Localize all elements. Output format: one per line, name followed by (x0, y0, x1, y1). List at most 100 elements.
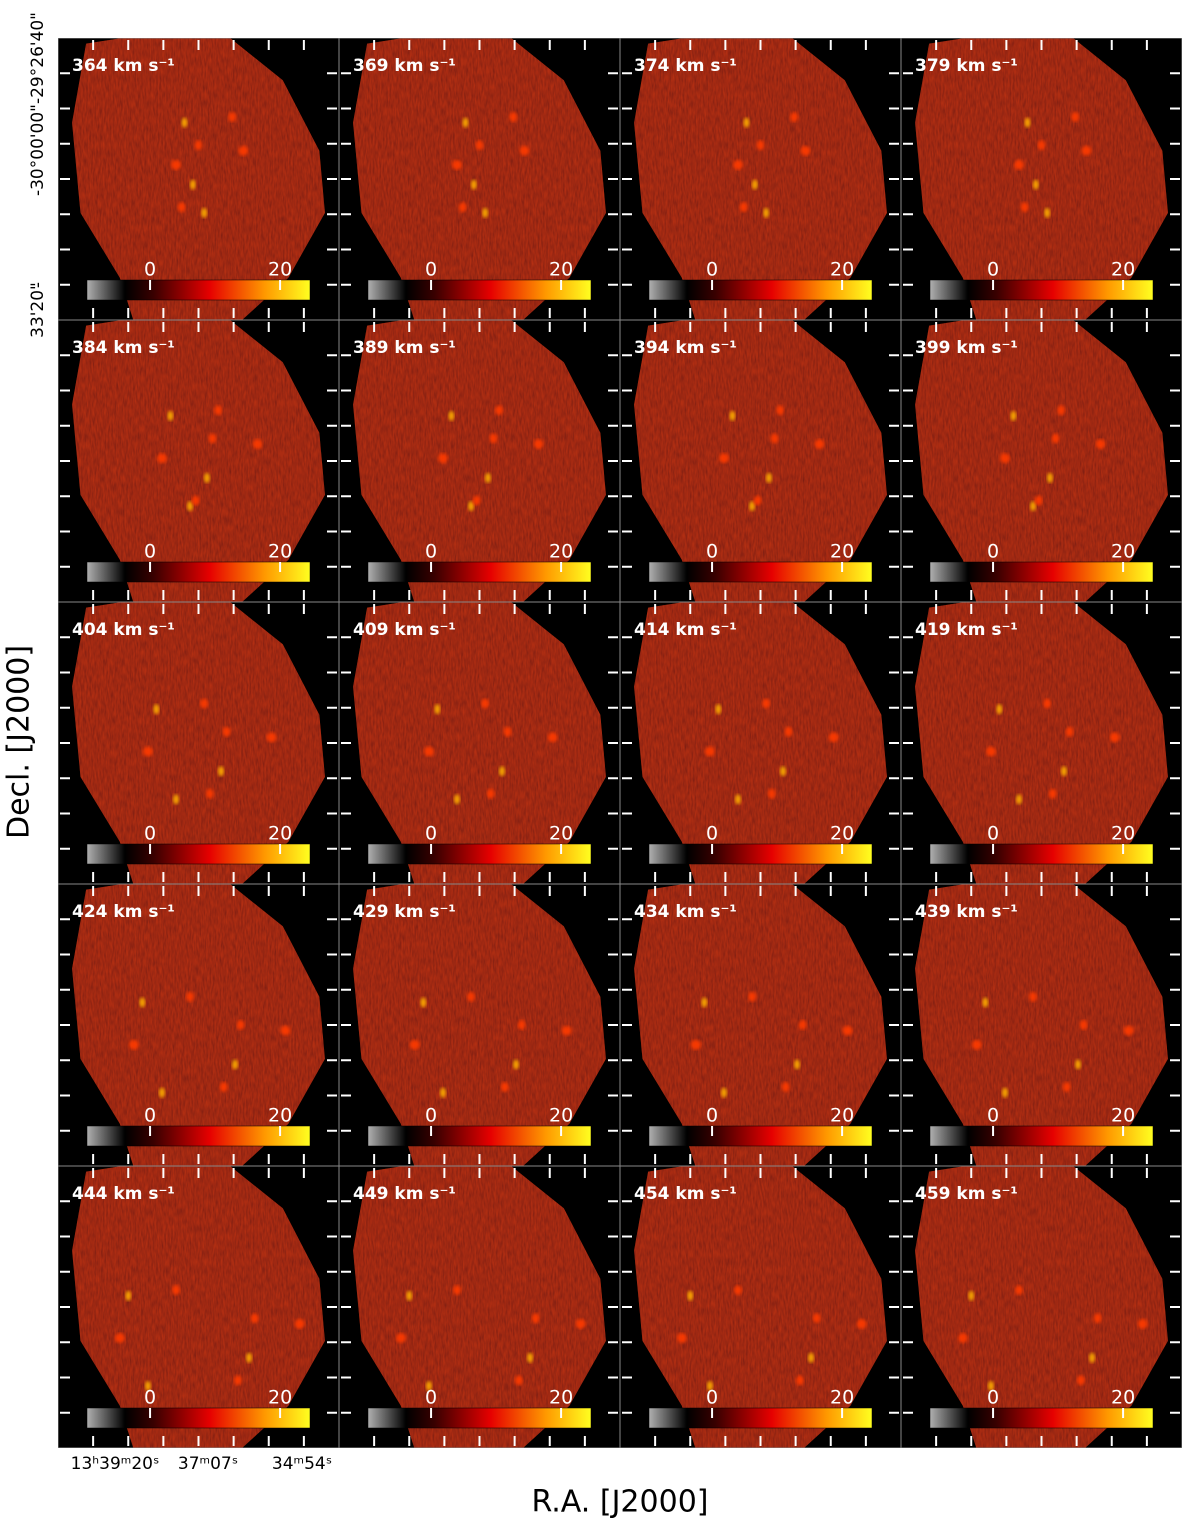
emission-feature (448, 410, 455, 421)
emission-feature (779, 766, 786, 777)
emission-feature (187, 501, 194, 512)
velocity-label: 434 km s⁻¹ (634, 902, 737, 922)
colorbar-tick-label: 20 (1111, 259, 1135, 281)
emission-feature (733, 159, 744, 170)
colorbar-tick-label: 0 (987, 1387, 999, 1409)
colorbar-tick-label: 20 (1111, 1387, 1135, 1409)
emission-feature (233, 1375, 242, 1386)
y-tick-label: -29°26'40" (28, 12, 48, 104)
emission-feature (1062, 1082, 1071, 1093)
colorbar-tick-label: 0 (706, 1387, 718, 1409)
emission-feature (434, 704, 441, 715)
colorbar-tick-label: 0 (425, 1387, 437, 1409)
emission-feature (1001, 1087, 1008, 1098)
emission-noise (915, 320, 1168, 602)
emission-feature (177, 202, 186, 213)
emission-feature (191, 495, 200, 506)
emission-noise (915, 38, 1168, 320)
emission-feature (795, 1375, 804, 1386)
emission-feature (205, 788, 214, 799)
emission-feature (533, 439, 544, 450)
emission-feature (189, 179, 196, 190)
emission-feature (828, 732, 839, 743)
colorbar-tick-label: 20 (830, 1387, 854, 1409)
colorbar-tick-label: 20 (268, 1387, 292, 1409)
emission-feature (484, 472, 491, 483)
emission-feature (200, 698, 209, 709)
emission-noise (72, 320, 325, 602)
emission-feature (812, 1313, 821, 1324)
emission-feature (765, 472, 772, 483)
velocity-label: 394 km s⁻¹ (634, 338, 737, 358)
colorbar-tick-label: 20 (268, 1105, 292, 1127)
emission-feature (153, 704, 160, 715)
colorbar-tick-label: 20 (1111, 541, 1135, 563)
emission-feature (1037, 140, 1046, 151)
emission-noise (634, 1166, 887, 1448)
emission-feature (467, 991, 476, 1002)
colorbar-tick-label: 0 (706, 1105, 718, 1127)
velocity-label: 424 km s⁻¹ (72, 902, 175, 922)
y-tick-label: 33'20" (28, 282, 48, 338)
emission-feature (781, 1082, 790, 1093)
emission-feature (395, 1333, 406, 1344)
emission-feature (575, 1318, 586, 1329)
panel: 434 km s⁻¹ 0 20 (620, 884, 901, 1166)
colorbar (367, 279, 592, 301)
emission-feature (452, 159, 463, 170)
velocity-label: 454 km s⁻¹ (634, 1184, 737, 1204)
panel: 429 km s⁻¹ 0 20 (339, 884, 620, 1166)
emission-feature (814, 439, 825, 450)
emission-feature (458, 202, 467, 213)
emission-feature (495, 405, 504, 416)
emission-feature (1051, 433, 1060, 444)
colorbar (86, 279, 311, 301)
emission-noise (915, 1166, 1168, 1448)
panel: 379 km s⁻¹ 0 20 (901, 38, 1182, 320)
x-axis-title: R.A. [J2000] (532, 1485, 709, 1520)
colorbar (929, 279, 1154, 301)
emission-feature (142, 746, 153, 757)
colorbar-tick-label: 20 (549, 1387, 573, 1409)
velocity-label: 439 km s⁻¹ (915, 902, 1018, 922)
emission-noise (915, 884, 1168, 1166)
emission-feature (472, 495, 481, 506)
emission-feature (1093, 1313, 1102, 1324)
emission-feature (114, 1333, 125, 1344)
emission-feature (739, 202, 748, 213)
colorbar (86, 1125, 311, 1147)
colorbar-tick-label: 20 (549, 1105, 573, 1127)
emission-feature (144, 1380, 151, 1391)
emission-feature (1137, 1318, 1148, 1329)
velocity-label: 374 km s⁻¹ (634, 56, 737, 76)
emission-feature (1016, 794, 1023, 805)
emission-noise (353, 320, 606, 602)
colorbar-tick-label: 20 (830, 1105, 854, 1127)
panel: 454 km s⁻¹ 0 20 (620, 1166, 901, 1448)
emission-feature (687, 1290, 694, 1301)
emission-feature (246, 1352, 253, 1363)
colorbar-tick-label: 0 (144, 1387, 156, 1409)
emission-feature (784, 726, 793, 737)
emission-feature (715, 704, 722, 715)
emission-feature (173, 794, 180, 805)
colorbar-tick-label: 20 (549, 541, 573, 563)
emission-feature (228, 111, 237, 122)
colorbar-tick-label: 0 (144, 541, 156, 563)
colorbar-tick-label: 0 (987, 259, 999, 281)
emission-feature (1029, 991, 1038, 1002)
emission-feature (1044, 207, 1051, 218)
colorbar-tick-label: 20 (268, 259, 292, 281)
panel: 399 km s⁻¹ 0 20 (901, 320, 1182, 602)
emission-feature (1076, 1375, 1085, 1386)
colorbar-tick-label: 0 (706, 259, 718, 281)
emission-feature (982, 997, 989, 1008)
y-tick-label: - (28, 282, 48, 288)
emission-feature (1060, 766, 1067, 777)
emission-feature (208, 433, 217, 444)
emission-noise (72, 602, 325, 884)
emission-feature (409, 1039, 420, 1050)
colorbar (367, 1125, 592, 1147)
emission-feature (158, 1087, 165, 1098)
